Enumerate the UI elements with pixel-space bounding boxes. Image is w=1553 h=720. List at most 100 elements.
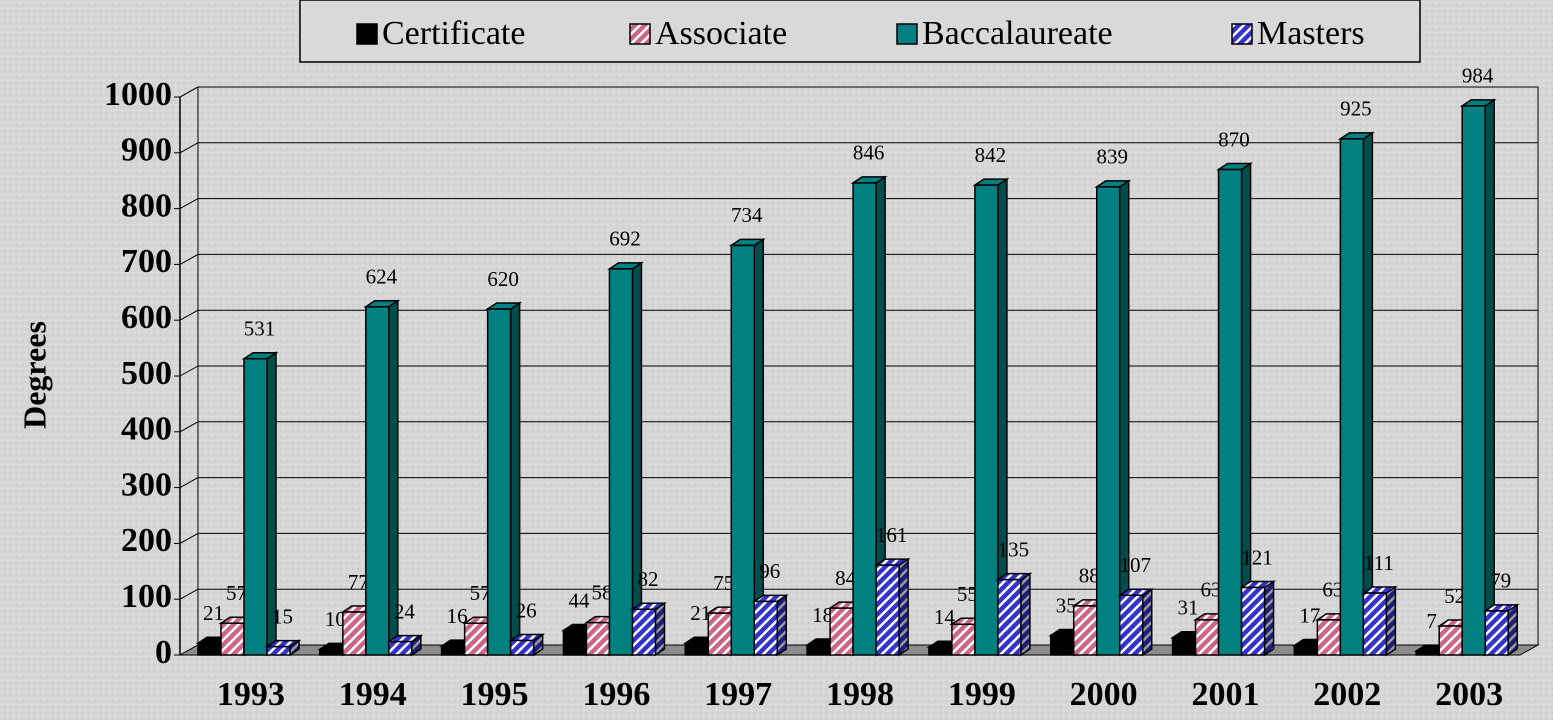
value-label: 531 <box>244 317 276 341</box>
legend-label: Masters <box>1257 15 1365 52</box>
bar-side-shade <box>1020 573 1030 655</box>
bar-side-shade <box>754 239 764 656</box>
legend-label: Certificate <box>382 15 525 52</box>
y-tick-label: 900 <box>121 132 172 169</box>
value-label: 55 <box>957 582 978 606</box>
value-label: 63 <box>1201 578 1222 602</box>
y-tick-label: 700 <box>121 243 172 280</box>
x-tick-label: 1996 <box>582 676 650 713</box>
bar <box>1484 610 1509 656</box>
bar <box>806 644 831 656</box>
value-label: 121 <box>1241 545 1273 569</box>
value-label: 925 <box>1340 97 1372 121</box>
value-label: 21 <box>690 601 711 625</box>
bar-side-shade <box>632 262 642 655</box>
value-label: 82 <box>637 567 658 591</box>
value-label: 17 <box>1299 603 1320 627</box>
bar <box>1240 586 1266 656</box>
value-label: 14 <box>934 605 956 629</box>
grid-line-side <box>179 309 199 321</box>
x-tick-label: 2002 <box>1313 676 1381 713</box>
bar <box>1461 105 1486 656</box>
bar-side-shade <box>290 640 299 655</box>
bar <box>1118 594 1144 656</box>
bar <box>319 648 344 656</box>
value-label: 984 <box>1462 64 1494 88</box>
y-axis-label: Degrees <box>16 321 52 429</box>
bar-side-shade <box>1363 132 1373 656</box>
bar <box>928 646 953 656</box>
bar-side-shade <box>1241 163 1251 656</box>
bar <box>974 184 999 656</box>
y-tick-label: 0 <box>155 634 172 671</box>
value-label: 44 <box>568 588 590 612</box>
bar <box>388 640 413 656</box>
bar <box>440 645 466 656</box>
value-label: 15 <box>272 604 293 628</box>
value-label: 21 <box>203 601 224 625</box>
bar <box>585 621 611 656</box>
grid-line-side <box>179 365 199 377</box>
bar <box>1217 168 1243 656</box>
bar <box>1194 619 1220 656</box>
bar <box>1316 619 1342 656</box>
bar <box>753 600 779 656</box>
bar <box>951 623 976 656</box>
y-tick-label: 1000 <box>104 76 172 113</box>
grid-line-side <box>179 532 199 544</box>
x-tick-label: 2003 <box>1435 676 1503 713</box>
legend-swatch <box>1231 23 1253 45</box>
value-label: 52 <box>1444 584 1465 608</box>
y-tick-label: 400 <box>121 411 172 448</box>
value-label: 839 <box>1096 145 1128 169</box>
x-tick-label: 2000 <box>1070 676 1138 713</box>
value-label: 96 <box>759 559 780 583</box>
y-tick-label: 300 <box>121 466 172 503</box>
value-label: 10 <box>325 607 346 631</box>
x-tick-label: 1999 <box>948 676 1016 713</box>
x-tick-label: 1995 <box>461 676 529 713</box>
bar <box>342 611 367 656</box>
bar-side-shade <box>1142 589 1152 655</box>
legend-label: Baccalaureate <box>922 15 1113 52</box>
value-label: 24 <box>394 599 416 623</box>
value-label: 16 <box>447 604 468 628</box>
bar <box>1415 650 1440 656</box>
x-tick-label: 2001 <box>1191 676 1259 713</box>
x-tick-label: 1993 <box>217 676 285 713</box>
bar-side-shade <box>1264 581 1274 655</box>
bar <box>562 629 588 656</box>
bar <box>509 639 535 656</box>
grid-line-side <box>179 421 199 433</box>
value-label: 57 <box>470 581 491 605</box>
bar <box>1171 636 1197 656</box>
bar <box>1293 644 1319 656</box>
bar-side-shade <box>876 176 886 655</box>
value-label: 77 <box>348 570 369 594</box>
x-tick-label: 1997 <box>704 676 772 713</box>
bar <box>1072 605 1098 656</box>
bar <box>684 642 710 656</box>
bar <box>365 306 390 656</box>
bar <box>730 244 756 656</box>
bar <box>266 645 291 656</box>
bar-side-shade <box>1119 180 1129 655</box>
grid-line-side <box>179 588 199 600</box>
value-label: 75 <box>713 571 734 595</box>
value-label: 620 <box>487 267 519 291</box>
bar <box>829 607 854 656</box>
bar-side-shade <box>777 595 787 655</box>
bar <box>875 564 900 656</box>
value-label: 734 <box>731 203 763 227</box>
bar <box>1362 592 1388 656</box>
value-label: 63 <box>1322 578 1343 602</box>
value-label: 846 <box>853 141 885 165</box>
bar <box>1438 625 1463 656</box>
y-tick-label: 600 <box>121 299 172 336</box>
bar-side-shade <box>997 179 1007 655</box>
value-label: 111 <box>1364 551 1394 575</box>
bar-side-shade <box>388 300 398 655</box>
value-label: 79 <box>1490 569 1511 593</box>
